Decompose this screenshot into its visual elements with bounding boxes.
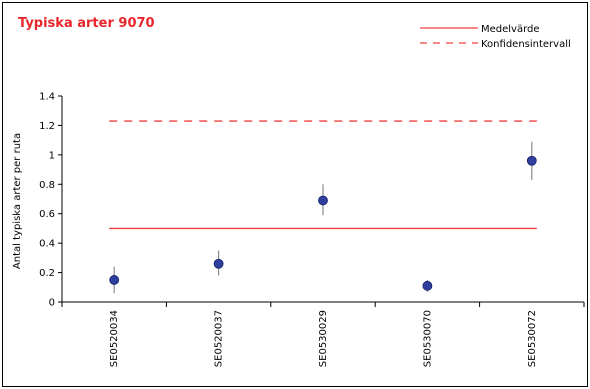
- x-category-label: SE0530070: [422, 310, 433, 367]
- reference-lines: [109, 120, 537, 230]
- y-tick-label: 0.6: [39, 209, 55, 220]
- data-point: [526, 155, 537, 166]
- data-point: [318, 195, 328, 206]
- y-tick-label: 0: [49, 298, 55, 309]
- data-point: [422, 280, 433, 291]
- y-tick-label: 0.2: [39, 268, 55, 279]
- chart-title: Typiska arter 9070: [18, 16, 155, 31]
- y-tick-label: 1.4: [39, 92, 55, 103]
- x-category-label: SE0530029: [318, 310, 329, 367]
- axes: [61, 96, 584, 303]
- y-tick-label: 1.2: [39, 121, 55, 132]
- y-tick-label: 1: [49, 150, 55, 161]
- data-point: [213, 258, 224, 269]
- data-points: [109, 141, 537, 294]
- legend-confidence-label: Konfidensintervall: [481, 39, 571, 50]
- x-category-label: SE0520034: [109, 310, 120, 367]
- y-ticks: 0 0.2 0.4 0.6 0.8 1 1.2 1.4: [39, 92, 62, 309]
- y-tick-label: 0.4: [39, 239, 55, 250]
- legend: Medelvärde Konfidensintervall: [420, 24, 571, 50]
- x-category-label: SE0530072: [527, 310, 538, 367]
- legend-mean-label: Medelvärde: [481, 24, 540, 35]
- x-category-label: SE0520037: [214, 310, 225, 367]
- data-point: [109, 275, 120, 285]
- y-axis-label: Antal typiska arter per ruta: [12, 133, 23, 269]
- x-ticks: SE0520034 SE0520037 SE0530029 SE0530070 SE05…: [61, 302, 585, 367]
- y-tick-label: 0.8: [39, 180, 55, 191]
